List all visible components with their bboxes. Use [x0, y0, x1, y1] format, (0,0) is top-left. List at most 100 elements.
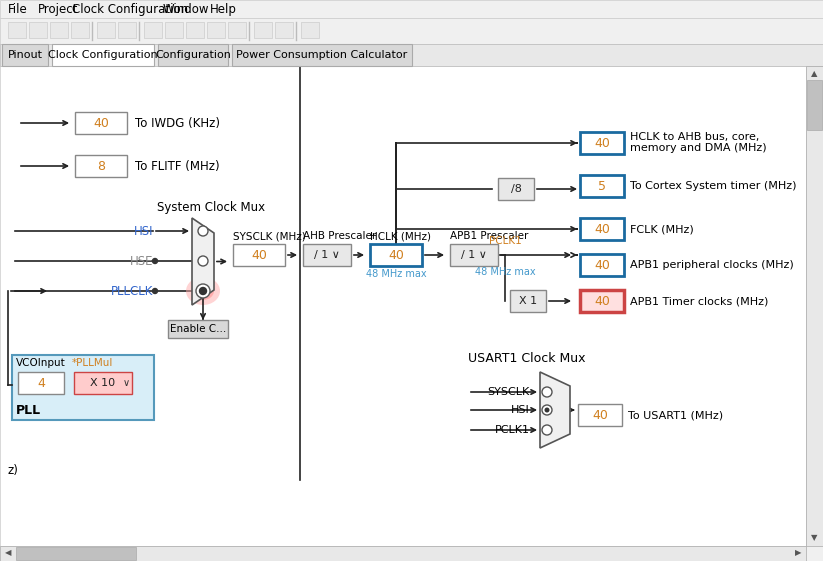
Text: HSI: HSI	[133, 224, 153, 237]
Text: APB1 peripheral clocks (MHz): APB1 peripheral clocks (MHz)	[630, 260, 793, 270]
Text: memory and DMA (MHz): memory and DMA (MHz)	[630, 143, 767, 153]
FancyBboxPatch shape	[165, 22, 183, 38]
FancyBboxPatch shape	[370, 244, 422, 266]
FancyBboxPatch shape	[71, 22, 89, 38]
FancyBboxPatch shape	[50, 22, 68, 38]
FancyBboxPatch shape	[806, 66, 823, 546]
FancyBboxPatch shape	[29, 22, 47, 38]
Text: Configuration: Configuration	[155, 50, 231, 60]
Text: PLL: PLL	[16, 403, 41, 416]
Text: SYSCLK (MHz): SYSCLK (MHz)	[233, 231, 306, 241]
Text: 48 MHz max: 48 MHz max	[365, 269, 426, 279]
Ellipse shape	[192, 282, 214, 300]
FancyBboxPatch shape	[498, 178, 534, 200]
Text: To IWDG (KHz): To IWDG (KHz)	[135, 117, 220, 130]
Text: 4: 4	[37, 376, 45, 389]
Text: SYSCLK: SYSCLK	[488, 387, 530, 397]
Polygon shape	[192, 218, 214, 305]
FancyBboxPatch shape	[8, 22, 26, 38]
Text: X 10: X 10	[91, 378, 115, 388]
Text: To FLITF (MHz): To FLITF (MHz)	[135, 159, 220, 172]
FancyBboxPatch shape	[807, 80, 822, 130]
Polygon shape	[540, 372, 570, 448]
FancyBboxPatch shape	[16, 547, 136, 560]
Text: *PLLMul: *PLLMul	[72, 358, 114, 368]
Text: File: File	[8, 2, 28, 16]
Text: / 1 ∨: / 1 ∨	[461, 250, 487, 260]
Text: System Clock Mux: System Clock Mux	[157, 200, 265, 214]
Text: FCLK (MHz): FCLK (MHz)	[630, 224, 694, 234]
Text: 40: 40	[592, 408, 608, 421]
FancyBboxPatch shape	[233, 244, 285, 266]
FancyBboxPatch shape	[450, 244, 498, 266]
FancyBboxPatch shape	[97, 22, 115, 38]
Circle shape	[199, 287, 207, 295]
Text: Help: Help	[210, 2, 237, 16]
FancyBboxPatch shape	[118, 22, 136, 38]
Text: 48 MHz max: 48 MHz max	[475, 267, 535, 277]
FancyBboxPatch shape	[580, 254, 624, 276]
Text: z): z)	[8, 463, 19, 476]
FancyBboxPatch shape	[510, 290, 546, 312]
FancyBboxPatch shape	[168, 320, 228, 338]
FancyBboxPatch shape	[254, 22, 272, 38]
Text: HCLK (MHz): HCLK (MHz)	[370, 231, 431, 241]
FancyBboxPatch shape	[580, 218, 624, 240]
FancyBboxPatch shape	[0, 18, 823, 44]
Text: HCLK to AHB bus, core,: HCLK to AHB bus, core,	[630, 132, 760, 142]
Text: ▲: ▲	[811, 70, 817, 79]
Text: 5: 5	[598, 180, 606, 192]
Text: ▶: ▶	[795, 549, 802, 558]
Text: APB1 Timer clocks (MHz): APB1 Timer clocks (MHz)	[630, 296, 769, 306]
FancyBboxPatch shape	[275, 22, 293, 38]
FancyBboxPatch shape	[580, 290, 624, 312]
FancyBboxPatch shape	[0, 0, 823, 18]
Ellipse shape	[186, 277, 220, 305]
Circle shape	[152, 288, 157, 293]
FancyBboxPatch shape	[0, 546, 806, 561]
Text: HSI: HSI	[511, 405, 530, 415]
Text: 40: 40	[594, 223, 610, 236]
Circle shape	[196, 284, 210, 298]
Text: ◀: ◀	[5, 549, 12, 558]
Text: ∨: ∨	[123, 378, 129, 388]
FancyBboxPatch shape	[75, 112, 127, 134]
Text: PLLCLK: PLLCLK	[110, 284, 153, 297]
FancyBboxPatch shape	[75, 155, 127, 177]
Text: 40: 40	[594, 295, 610, 307]
Text: APB1 Prescaler: APB1 Prescaler	[450, 231, 528, 241]
Circle shape	[152, 259, 157, 264]
Text: Clock Configuration: Clock Configuration	[72, 2, 188, 16]
Text: / 1 ∨: / 1 ∨	[314, 250, 340, 260]
FancyBboxPatch shape	[303, 244, 351, 266]
Text: PCLK1: PCLK1	[489, 236, 522, 246]
Circle shape	[545, 407, 550, 412]
FancyBboxPatch shape	[12, 355, 154, 420]
Text: To Cortex System timer (MHz): To Cortex System timer (MHz)	[630, 181, 797, 191]
Circle shape	[542, 405, 552, 415]
Text: HSE: HSE	[129, 255, 153, 268]
Text: /8: /8	[510, 184, 522, 194]
FancyBboxPatch shape	[158, 44, 228, 66]
Circle shape	[198, 256, 208, 266]
Text: Power Consumption Calculator: Power Consumption Calculator	[236, 50, 407, 60]
FancyBboxPatch shape	[580, 175, 624, 197]
Text: 40: 40	[594, 259, 610, 272]
Text: Enable C...: Enable C...	[170, 324, 226, 334]
Text: 40: 40	[93, 117, 109, 130]
FancyBboxPatch shape	[207, 22, 225, 38]
FancyBboxPatch shape	[580, 132, 624, 154]
FancyBboxPatch shape	[18, 372, 64, 394]
Text: Pinout: Pinout	[7, 50, 43, 60]
FancyBboxPatch shape	[144, 22, 162, 38]
Circle shape	[542, 425, 552, 435]
FancyBboxPatch shape	[0, 44, 823, 66]
FancyBboxPatch shape	[228, 22, 246, 38]
Circle shape	[198, 226, 208, 236]
FancyBboxPatch shape	[232, 44, 412, 66]
Text: PCLK1: PCLK1	[495, 425, 530, 435]
Text: AHB Prescaler: AHB Prescaler	[303, 231, 376, 241]
Text: 40: 40	[388, 249, 404, 261]
Text: Window: Window	[163, 2, 210, 16]
FancyBboxPatch shape	[74, 372, 132, 394]
